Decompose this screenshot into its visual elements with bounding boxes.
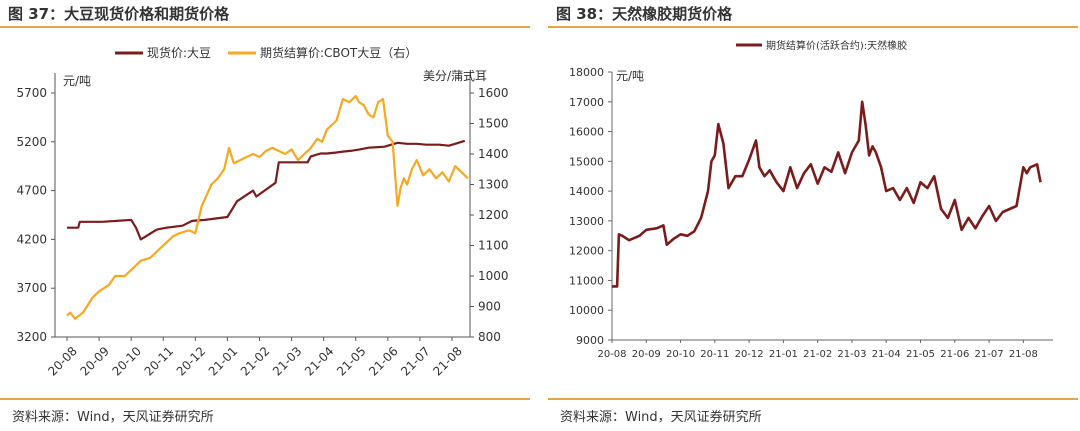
y-unit-label: 元/吨 (616, 69, 644, 83)
soybean-price-chart: 3200 3700 4200 4700 5200 5700 800 900 1000 1100 12… (16, 45, 509, 379)
y-tick-label: 9000 (576, 334, 604, 347)
x-tick-label: 20-08 (45, 344, 80, 379)
right-tick-label: 1600 (478, 86, 509, 100)
rubber-price-chart: 9000 10000 11000 12000 13000 14000 15000 16000 1… (569, 39, 1053, 360)
right-tick-label: 1500 (478, 117, 509, 131)
y-tick-label: 16000 (569, 126, 604, 139)
x-tick-label: 21-07 (398, 344, 433, 379)
left-unit-label: 元/吨 (63, 74, 91, 88)
left-tick-label: 4700 (16, 184, 47, 198)
figure-38-panel: 图 38：天然橡胶期货价格 9000 10000 11000 12000 13000 14… (548, 0, 1080, 431)
y-tick-label: 15000 (569, 155, 604, 168)
y-tick-label: 14000 (569, 185, 604, 198)
right-unit-label: 美分/蒲式耳 (423, 69, 487, 83)
legend-label: 现货价:大豆 (147, 45, 211, 60)
x-tick-label: 20-12 (735, 349, 764, 360)
x-tick-label: 20-10 (110, 344, 145, 379)
figure-38-title: 图 38：天然橡胶期货价格 (556, 5, 733, 23)
right-tick-label: 1400 (478, 147, 509, 161)
left-tick-label: 5200 (16, 135, 47, 149)
legend-label: 期货结算价(活跃合约):天然橡胶 (766, 39, 907, 52)
left-tick-label: 3200 (16, 330, 47, 344)
y-tick-label: 11000 (569, 274, 604, 287)
right-tick-label: 1200 (478, 208, 509, 222)
series-line-rubber (612, 100, 1042, 288)
x-tick-label: 21-02 (238, 344, 273, 379)
source-rule (0, 398, 530, 400)
x-tick-label: 21-04 (302, 344, 337, 379)
x-tick-label: 21-03 (270, 344, 305, 379)
left-tick-label: 3700 (16, 281, 47, 295)
x-tick-label: 21-01 (769, 349, 798, 360)
legend-label: 期货结算价:CBOT大豆（右） (260, 45, 417, 60)
x-tick-label: 21-06 (940, 349, 969, 360)
x-tick-label: 20-09 (632, 349, 661, 360)
right-tick-label: 1000 (478, 269, 509, 283)
left-tick-label: 5700 (16, 86, 47, 100)
x-tick-label: 20-08 (597, 349, 626, 360)
right-tick-label: 1100 (478, 239, 509, 253)
left-tick-label: 4200 (16, 232, 47, 246)
x-tick-label: 20-11 (142, 344, 177, 379)
y-tick-label: 12000 (569, 245, 604, 258)
x-tick-label: 20-10 (666, 349, 695, 360)
x-tick-label: 21-05 (906, 349, 935, 360)
y-tick-label: 17000 (569, 96, 604, 109)
x-tick-label: 21-02 (803, 349, 832, 360)
right-tick-label: 800 (478, 330, 501, 344)
y-tick-label: 18000 (569, 66, 604, 79)
x-tick-label: 21-03 (837, 349, 866, 360)
x-tick-label: 20-12 (174, 344, 209, 379)
y-tick-label: 10000 (569, 304, 604, 317)
source-note: 资料来源：Wind，天风证券研究所 (560, 410, 762, 425)
source-note: 资料来源：Wind，天风证券研究所 (12, 410, 214, 425)
x-tick-label: 20-09 (77, 344, 112, 379)
figure-37-panel: 图 37：大豆现货价格和期货价格 3200 3700 4200 4700 5200 570… (0, 0, 530, 431)
series-line-cbot-soy (66, 94, 469, 320)
x-tick-label: 21-08 (1009, 349, 1038, 360)
right-tick-label: 900 (478, 300, 501, 314)
x-tick-label: 21-07 (975, 349, 1004, 360)
y-tick-label: 13000 (569, 215, 604, 228)
x-tick-label: 20-11 (700, 349, 729, 360)
right-tick-label: 1300 (478, 178, 509, 192)
x-tick-label: 21-01 (206, 344, 241, 379)
x-tick-label: 21-05 (334, 344, 369, 379)
figure-37-title: 图 37：大豆现货价格和期货价格 (8, 5, 230, 23)
x-tick-label: 21-04 (872, 349, 901, 360)
source-rule (548, 398, 1078, 400)
x-tick-label: 21-08 (430, 344, 465, 379)
series-line-soy-spot (67, 139, 466, 241)
title-rule (0, 26, 530, 28)
title-rule (548, 26, 1078, 28)
x-tick-label: 21-06 (366, 344, 401, 379)
